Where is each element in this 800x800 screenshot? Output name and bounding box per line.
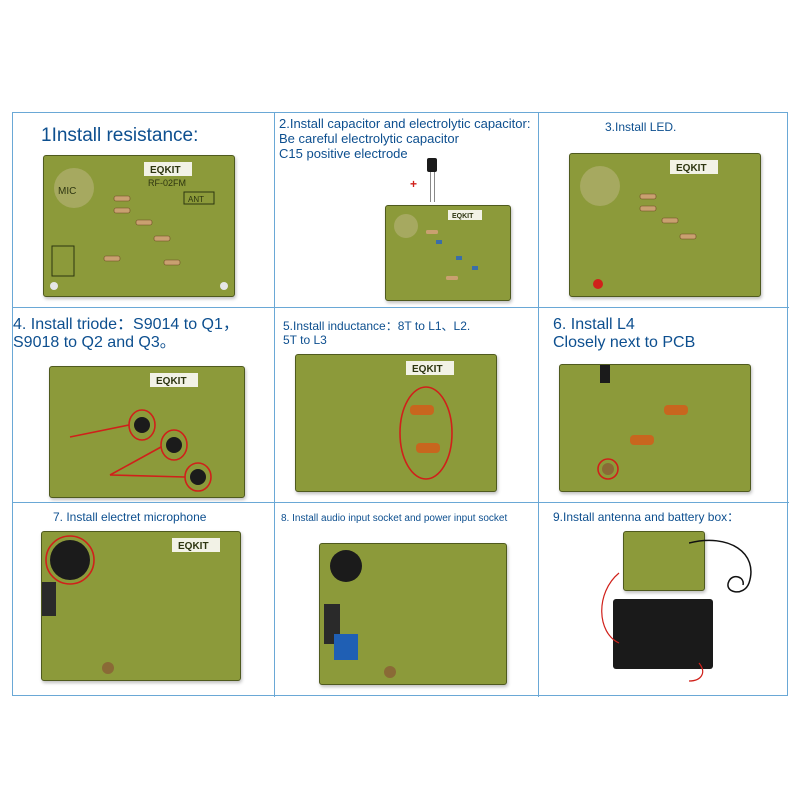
brand-label: EQKIT bbox=[452, 213, 474, 220]
pcb-board-drawing bbox=[597, 365, 688, 480]
pcb-board bbox=[559, 364, 751, 492]
step-9-panel: 9.Install antenna and battery box： bbox=[539, 503, 789, 697]
led bbox=[593, 279, 603, 289]
step-1-panel: 1Install resistance: MIC EQKIT RF-02FM A… bbox=[13, 113, 275, 308]
capacitor-lead bbox=[434, 172, 435, 202]
brand-label: EQKIT bbox=[178, 541, 209, 552]
transistor-q2 bbox=[166, 437, 182, 453]
pcb-board-drawing: EQKIT bbox=[399, 361, 454, 480]
step-2-line-1: 2.Install capacitor and electrolytic cap… bbox=[279, 116, 531, 131]
step-2-caption: 2.Install capacitor and electrolytic cap… bbox=[279, 116, 531, 162]
pcb-board: EQKIT bbox=[49, 366, 245, 498]
brand-label: EQKIT bbox=[150, 165, 181, 176]
step-8-caption: 8. Install audio input socket and power … bbox=[281, 513, 507, 525]
step-6-caption: 6. Install L4 Closely next to PCB bbox=[553, 316, 695, 353]
transistor-q1 bbox=[134, 417, 150, 433]
step-3-caption: 3.Install LED. bbox=[605, 120, 677, 135]
step-4-caption: 4. Install triode：S9014 to Q1， S9018 to … bbox=[13, 316, 239, 353]
mic-label: MIC bbox=[58, 186, 76, 197]
pcb-board-drawing bbox=[324, 550, 396, 678]
step-8-line-1: 8. Install audio input socket and power … bbox=[281, 513, 508, 524]
brand-label: EQKIT bbox=[156, 376, 187, 387]
antenna-wire bbox=[689, 539, 752, 593]
pcb-board: EQKIT bbox=[385, 205, 511, 301]
step-5-panel: 5.Install inductance：8T to L1、L2. 5T to … bbox=[275, 308, 539, 503]
electret-microphone bbox=[50, 540, 90, 580]
step-3-panel: 3.Install LED. EQKIT bbox=[539, 113, 789, 308]
step-2-panel: 2.Install capacitor and electrolytic cap… bbox=[275, 113, 539, 308]
polarity-mark: + bbox=[410, 177, 418, 191]
transistor-q3 bbox=[190, 469, 206, 485]
step-5-line-2: 5T to L3 bbox=[283, 332, 327, 347]
electrolytic-capacitor bbox=[427, 158, 437, 172]
step-1-line-1: 1Install resistance: bbox=[41, 125, 199, 146]
pcb-board: MIC EQKIT RF-02FM ANT bbox=[43, 155, 235, 297]
step-4-line-1: 4. Install triode：S9014 to Q1， bbox=[13, 316, 239, 333]
pcb-board: EQKIT bbox=[569, 153, 761, 297]
step-6-panel: 6. Install L4 Closely next to PCB bbox=[539, 308, 789, 503]
assembly-steps-grid: 1Install resistance: MIC EQKIT RF-02FM A… bbox=[12, 112, 789, 697]
pcb-board-drawing: EQKIT bbox=[42, 535, 220, 674]
ant-label: ANT bbox=[188, 195, 204, 204]
pcb-board-drawing: EQKIT bbox=[580, 160, 718, 289]
brand-label: EQKIT bbox=[412, 364, 443, 375]
pcb-board-drawing: EQKIT bbox=[69, 373, 212, 492]
step-7-panel: 7. Install electret microphone EQKIT bbox=[13, 503, 275, 697]
step-3-line-1: 3.Install LED. bbox=[605, 120, 677, 134]
step-6-line-2: Closely next to PCB bbox=[553, 334, 696, 352]
step-5-line-1: 5.Install inductance：8T to L1、L2. bbox=[283, 319, 471, 333]
step-4-panel: 4. Install triode：S9014 to Q1， S9018 to … bbox=[13, 308, 275, 503]
pcb-board bbox=[319, 543, 507, 685]
power-input-socket bbox=[334, 634, 358, 660]
step-2-line-3: C15 positive electrode bbox=[279, 145, 408, 161]
step-9-caption: 9.Install antenna and battery box： bbox=[553, 510, 740, 525]
step-2-line-2: Be careful electrolytic capacitor bbox=[279, 130, 459, 146]
inductor-highlight bbox=[399, 386, 453, 480]
pcb-board-drawing: MIC EQKIT RF-02FM ANT bbox=[50, 162, 228, 290]
step-9-line-1: 9.Install antenna and battery box： bbox=[553, 510, 740, 524]
step-4-line-2: S9018 to Q2 and Q3。 bbox=[13, 334, 176, 352]
brand-label: EQKIT bbox=[676, 163, 707, 174]
pcb-board: EQKIT bbox=[295, 354, 497, 492]
step-8-panel: 8. Install audio input socket and power … bbox=[275, 503, 539, 697]
pcb-board bbox=[623, 531, 705, 591]
step-7-caption: 7. Install electret microphone bbox=[53, 510, 207, 525]
step-1-caption: 1Install resistance: bbox=[41, 125, 198, 147]
step-7-line-1: 7. Install electret microphone bbox=[53, 510, 207, 524]
capacitor-lead bbox=[430, 172, 431, 202]
battery-box bbox=[613, 599, 713, 669]
step-5-caption: 5.Install inductance：8T to L1、L2. 5T to … bbox=[283, 319, 471, 348]
model-label: RF-02FM bbox=[148, 178, 186, 188]
pcb-board-drawing: EQKIT bbox=[394, 210, 482, 280]
step-6-line-1: 6. Install L4 bbox=[553, 316, 635, 333]
pcb-board: EQKIT bbox=[41, 531, 241, 681]
battery-wires bbox=[601, 572, 704, 682]
